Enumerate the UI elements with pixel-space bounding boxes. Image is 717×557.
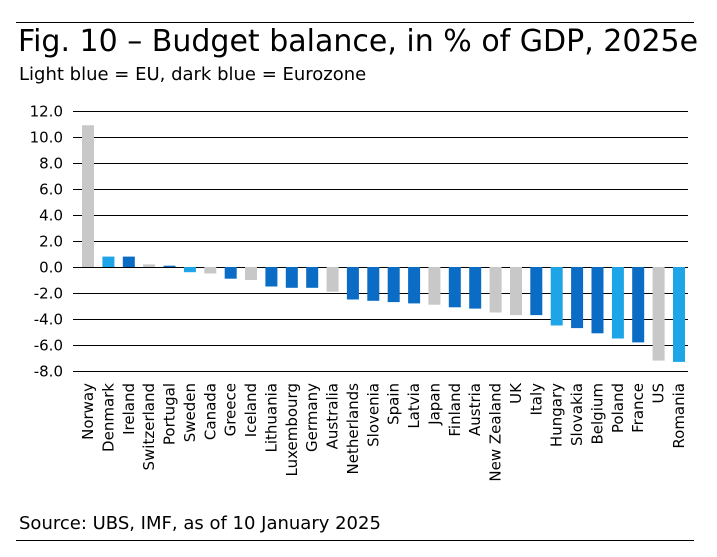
y-tick-label: 12.0 [30, 103, 63, 121]
bar-spain [387, 267, 400, 303]
x-category-label: Belgium [589, 383, 607, 445]
bar-ireland [122, 256, 135, 267]
bar-france [632, 267, 645, 343]
bar-latvia [408, 267, 421, 304]
top-rule [16, 22, 694, 23]
bar-new-zealand [489, 267, 502, 313]
bar-austria [469, 267, 482, 309]
y-tick-label: 0.0 [39, 259, 63, 277]
bottom-rule [16, 540, 694, 541]
bar-greece [224, 267, 237, 279]
y-tick-label: -2.0 [34, 285, 63, 303]
y-tick-label: 2.0 [39, 233, 63, 251]
x-category-label: Iceland [242, 383, 260, 437]
bar-sweden [183, 267, 196, 273]
x-category-label: France [629, 383, 647, 433]
bar-slovenia [367, 267, 380, 301]
bar-chart: 12.010.08.06.04.02.00.0-2.0-4.0-6.0-8.0 … [30, 103, 688, 482]
bar-finland [448, 267, 461, 308]
x-category-label: Austria [466, 383, 484, 436]
bar-switzerland [143, 264, 156, 267]
bar-japan [428, 267, 441, 305]
y-tick-label: -6.0 [34, 337, 63, 355]
x-category-label: Germany [303, 383, 321, 452]
x-category-label: US [650, 383, 668, 404]
y-tick-label: -8.0 [34, 363, 63, 381]
x-category-label: Australia [324, 383, 342, 449]
x-category-label: Greece [222, 383, 240, 436]
chart-subtitle: Light blue = EU, dark blue = Eurozone [19, 64, 367, 85]
bars [82, 125, 685, 362]
bar-uk [510, 267, 522, 316]
y-tick-label: -4.0 [34, 311, 63, 329]
bar-poland [611, 267, 624, 339]
x-category-label: Poland [609, 383, 627, 433]
x-category-label: Slovenia [364, 383, 382, 447]
y-axis-tick-labels: 12.0 10.0 8.0 6.0 4.0 2.0 0.0 -2.0 -4.0 -6.0 -8.0 [30, 103, 63, 381]
bar-italy [530, 267, 543, 316]
bar-netherlands [346, 267, 359, 300]
y-tick-label: 10.0 [30, 129, 63, 147]
x-category-label: New Zealand [487, 383, 505, 482]
x-category-label: Finland [446, 383, 464, 437]
source-note: Source: UBS, IMF, as of 10 January 2025 [19, 513, 381, 534]
bar-luxembourg [285, 267, 298, 288]
y-tick-label: 4.0 [39, 207, 63, 225]
x-category-label: Italy [527, 383, 545, 416]
bar-germany [306, 267, 319, 288]
x-category-label: Japan [425, 383, 443, 426]
x-category-label: Romania [670, 383, 688, 449]
grid-lines [73, 111, 688, 372]
x-category-label: Denmark [99, 383, 117, 452]
y-tick-label: 8.0 [39, 155, 63, 173]
x-category-label: Canada [201, 383, 219, 440]
bar-denmark [102, 256, 115, 267]
bar-australia [326, 267, 339, 292]
bar-romania [673, 267, 685, 362]
bar-lithuania [265, 267, 278, 287]
x-category-label: Luxembourg [283, 383, 301, 477]
x-category-label: Spain [385, 383, 403, 425]
bar-portugal [163, 265, 176, 267]
x-category-label: Netherlands [344, 383, 362, 475]
x-category-label: Portugal [161, 383, 179, 445]
x-category-label: Hungary [548, 383, 566, 447]
bar-belgium [591, 267, 604, 334]
x-category-label: Latvia [405, 383, 423, 429]
bar-hungary [550, 267, 563, 326]
x-category-label: Sweden [181, 383, 199, 442]
x-category-label: UK [507, 382, 525, 404]
x-axis-category-labels: Norway Denmark Ireland Switzerland Portugal S… [79, 382, 688, 482]
bar-slovakia [571, 267, 584, 329]
bar-norway [82, 125, 94, 267]
chart-title: Fig. 10 – Budget balance, in % of GDP, 2… [18, 24, 699, 59]
y-tick-label: 6.0 [39, 181, 63, 199]
x-category-label: Slovakia [568, 383, 586, 446]
x-category-label: Norway [79, 383, 97, 440]
bar-canada [204, 267, 217, 274]
x-category-label: Ireland [120, 383, 138, 435]
x-category-label: Lithuania [262, 383, 280, 452]
bar-us [652, 267, 665, 361]
bar-iceland [245, 267, 257, 280]
x-category-label: Switzerland [140, 383, 158, 471]
